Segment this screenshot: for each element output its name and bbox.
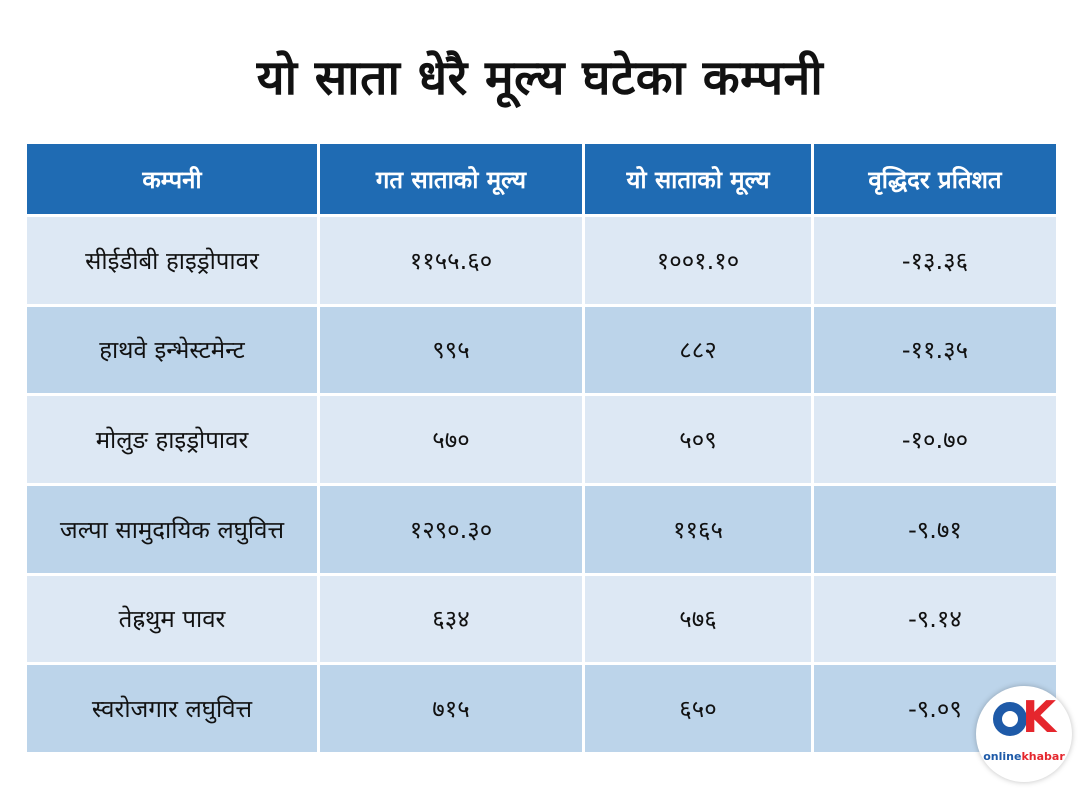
cell-last-week: ६३४ bbox=[320, 575, 582, 663]
cell-this-week: ११६५ bbox=[585, 485, 811, 573]
logo-k-mark: K bbox=[1022, 692, 1057, 743]
cell-company: हाथवे इन्भेस्टमेन्ट bbox=[27, 306, 317, 394]
header-this-week-price: यो साताको मूल्य bbox=[585, 144, 811, 214]
logo-brand-prefix: online bbox=[983, 750, 1022, 763]
header-company: कम्पनी bbox=[27, 144, 317, 214]
cell-company: मोलुङ हाइड्रोपावर bbox=[27, 396, 317, 483]
cell-last-week: ५७० bbox=[320, 396, 582, 483]
logo-o-mark bbox=[993, 702, 1027, 736]
cell-this-week: ५७६ bbox=[585, 575, 811, 663]
page-title: यो साता धेरै मूल्य घटेका कम्पनी bbox=[256, 50, 824, 106]
cell-last-week: ९९५ bbox=[320, 306, 582, 394]
cell-this-week: ५०९ bbox=[585, 396, 811, 483]
onlinekhabar-logo: K onlinekhabar bbox=[976, 686, 1072, 782]
price-table-container: कम्पनी गत साताको मूल्य यो साताको मूल्य व… bbox=[24, 141, 1059, 755]
cell-company: स्वरोजगार लघुवित्त bbox=[27, 665, 317, 752]
table-row: मोलुङ हाइड्रोपावर ५७० ५०९ -१०.७० bbox=[27, 396, 1056, 483]
cell-last-week: ७१५ bbox=[320, 665, 582, 752]
cell-this-week: १००१.१० bbox=[585, 217, 811, 304]
cell-change: -९.७१ bbox=[814, 485, 1056, 573]
cell-this-week: ८८२ bbox=[585, 306, 811, 394]
cell-company: सीईडीबी हाइड्रोपावर bbox=[27, 217, 317, 304]
table-row: जल्पा सामुदायिक लघुवित्त १२९०.३० ११६५ -९… bbox=[27, 485, 1056, 573]
table-row: तेह्रथुम पावर ६३४ ५७६ -९.१४ bbox=[27, 575, 1056, 663]
cell-company: तेह्रथुम पावर bbox=[27, 575, 317, 663]
cell-change: -१०.७० bbox=[814, 396, 1056, 483]
cell-this-week: ६५० bbox=[585, 665, 811, 752]
logo-brand-highlight: khabar bbox=[1021, 750, 1065, 763]
table-row: सीईडीबी हाइड्रोपावर ११५५.६० १००१.१० -१३.… bbox=[27, 217, 1056, 304]
logo-brand-text: onlinekhabar bbox=[976, 750, 1072, 763]
table-row: स्वरोजगार लघुवित्त ७१५ ६५० -९.०९ bbox=[27, 665, 1056, 752]
table-row: हाथवे इन्भेस्टमेन्ट ९९५ ८८२ -११.३५ bbox=[27, 306, 1056, 394]
cell-change: -११.३५ bbox=[814, 306, 1056, 394]
header-last-week-price: गत साताको मूल्य bbox=[320, 144, 582, 214]
cell-change: -९.१४ bbox=[814, 575, 1056, 663]
table-header-row: कम्पनी गत साताको मूल्य यो साताको मूल्य व… bbox=[27, 144, 1056, 214]
cell-last-week: ११५५.६० bbox=[320, 217, 582, 304]
cell-company: जल्पा सामुदायिक लघुवित्त bbox=[27, 485, 317, 573]
cell-change: -१३.३६ bbox=[814, 217, 1056, 304]
cell-last-week: १२९०.३० bbox=[320, 485, 582, 573]
price-table: कम्पनी गत साताको मूल्य यो साताको मूल्य व… bbox=[24, 141, 1059, 755]
header-change-percent: वृद्धिदर प्रतिशत bbox=[814, 144, 1056, 214]
